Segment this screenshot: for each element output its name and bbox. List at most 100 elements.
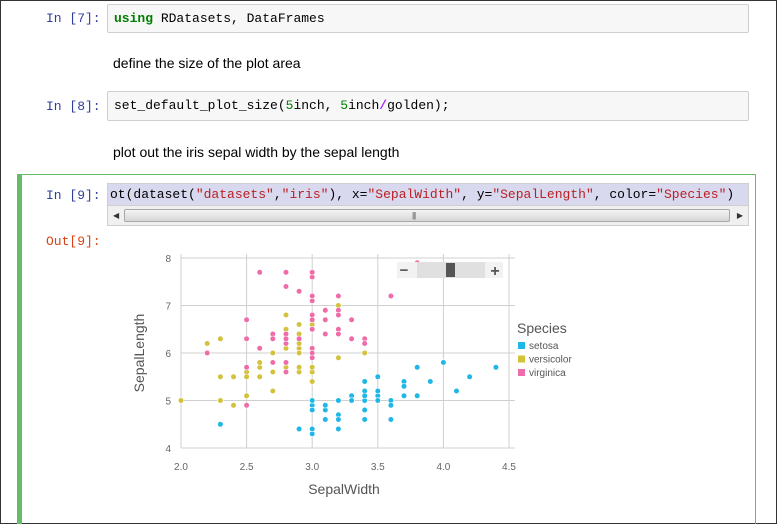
data-point-versicolor: [309, 378, 316, 385]
selected-cell-9[interactable]: [17, 174, 756, 524]
data-point-virginica: [348, 316, 355, 323]
data-point-virginica: [243, 402, 250, 409]
data-point-setosa: [361, 416, 368, 423]
code-string: "datasets": [195, 187, 274, 202]
code-text: ): [726, 187, 735, 202]
data-point-setosa: [322, 402, 329, 409]
data-point-versicolor: [269, 349, 276, 357]
y-axis-label: SepalLength: [131, 314, 147, 393]
code-number: 5: [285, 98, 294, 113]
data-point-virginica: [322, 316, 329, 323]
code-text: , y=: [461, 187, 493, 202]
x-tick-label: 2.0: [174, 462, 188, 473]
y-tick-label: 8: [165, 254, 171, 265]
scroll-right-arrow-icon[interactable]: ▶: [736, 211, 743, 220]
scroll-left-arrow-icon[interactable]: ◀: [113, 211, 120, 220]
data-point-virginica: [309, 326, 316, 333]
code-text: ot(dataset(: [110, 187, 196, 202]
data-point-versicolor: [335, 354, 342, 361]
data-point-setosa: [335, 416, 342, 423]
code-text: , color=: [593, 187, 657, 202]
code-number: 5: [340, 98, 349, 113]
data-point-virginica: [309, 316, 316, 323]
code-cell-9[interactable]: ot(dataset("datasets","iris"), x="SepalW…: [107, 183, 749, 205]
code-text: inch,: [293, 98, 341, 113]
data-point-setosa: [361, 378, 368, 385]
data-point-setosa: [453, 387, 460, 395]
data-point-setosa: [322, 416, 329, 423]
code-text: golden);: [387, 98, 450, 113]
scrollbar-thumb[interactable]: |||: [124, 209, 730, 222]
zoom-slider-handle[interactable]: [446, 263, 455, 277]
data-point-versicolor: [296, 364, 303, 371]
data-point-setosa: [348, 397, 355, 404]
data-point-versicolor: [296, 349, 303, 357]
data-point-setosa: [309, 397, 316, 404]
data-point-versicolor: [256, 359, 263, 366]
legend-swatch-versicolor: [518, 355, 525, 363]
tick-labels: 2.0 2.5 3.0 3.5 4.0 4.5 4 5 6 7 8: [165, 254, 516, 473]
data-point-virginica: [204, 349, 211, 357]
legend-label-setosa: setosa: [529, 341, 559, 352]
zoom-in-button[interactable]: +: [490, 263, 499, 280]
data-point-virginica: [282, 283, 290, 290]
plot-grid: [180, 254, 515, 449]
data-point-setosa: [335, 425, 342, 433]
data-point-versicolor: [243, 373, 250, 380]
code-string: "SepalWidth": [367, 187, 462, 202]
keyword-using: using: [114, 11, 154, 26]
data-point-setosa: [374, 373, 381, 380]
code-cell-7[interactable]: using RDatasets, DataFrames: [107, 4, 749, 33]
data-point-setosa: [217, 421, 224, 428]
data-point-versicolor: [256, 373, 263, 380]
code-text: inch: [348, 98, 380, 113]
data-point-setosa: [440, 359, 447, 366]
code-text: RDatasets, DataFrames: [153, 11, 325, 26]
data-point-setosa: [387, 402, 395, 409]
data-point-setosa: [466, 373, 473, 380]
data-point-virginica: [387, 292, 395, 300]
data-point-versicolor: [217, 335, 224, 342]
code-string: "Species": [656, 187, 727, 202]
zoom-control[interactable]: − +: [397, 262, 503, 280]
x-tick-label: 3.5: [371, 462, 385, 473]
grip-icon: |||: [412, 211, 416, 220]
data-point-versicolor: [217, 373, 224, 380]
markdown-text-plot-description: plot out the iris sepal width by the sep…: [113, 144, 400, 160]
code-string: "SepalLength": [492, 187, 594, 202]
data-point-versicolor: [269, 368, 276, 376]
input-prompt-7: In [7]:: [46, 11, 101, 26]
code-cell-8[interactable]: set_default_plot_size(5inch, 5inch/golde…: [107, 91, 749, 121]
data-point-virginica: [296, 288, 303, 295]
data-point-virginica: [243, 316, 250, 323]
code-operator: /: [379, 98, 388, 113]
horizontal-scrollbar[interactable]: ◀ ||| ▶: [107, 205, 749, 226]
data-point-versicolor: [361, 349, 368, 357]
data-point-versicolor: [296, 321, 303, 328]
data-point-versicolor: [230, 402, 237, 409]
data-point-virginica: [309, 269, 316, 276]
data-point-setosa: [414, 392, 421, 399]
zoom-out-button[interactable]: −: [400, 262, 409, 279]
data-point-virginica: [335, 311, 342, 319]
data-point-setosa: [374, 387, 381, 395]
legend-title: Species: [517, 320, 567, 336]
markdown-text-plot-size: define the size of the plot area: [113, 55, 301, 71]
data-point-setosa: [335, 397, 342, 404]
data-point-setosa: [427, 378, 434, 385]
data-point-setosa: [400, 383, 408, 390]
data-point-virginica: [256, 345, 263, 352]
legend-swatch-setosa: [518, 342, 525, 349]
data-point-virginica: [256, 269, 263, 276]
input-prompt-9: In [9]:: [46, 188, 101, 203]
legend-label-virginica: virginica: [529, 368, 566, 379]
code-text: set_default_plot_size(: [114, 98, 286, 113]
data-point-virginica: [282, 359, 290, 366]
data-point-virginica: [309, 292, 316, 300]
code-string: "iris": [281, 187, 329, 202]
x-axis-label: SepalWidth: [308, 481, 380, 497]
data-point-setosa: [387, 416, 395, 423]
data-point-virginica: [243, 335, 250, 342]
legend-label-versicolor: versicolor: [529, 355, 572, 366]
